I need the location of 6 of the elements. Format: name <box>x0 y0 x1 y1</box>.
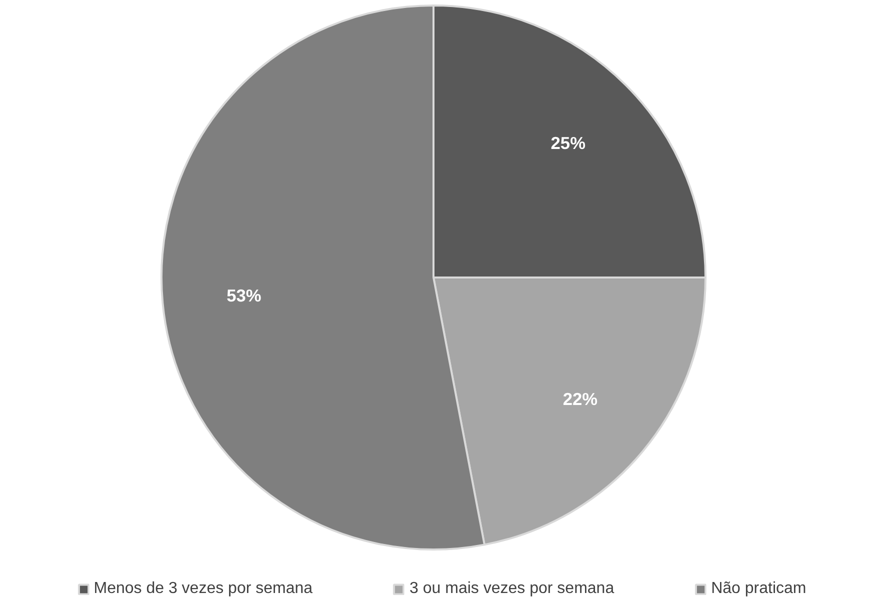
data-label: 53% <box>226 285 262 306</box>
legend-label: Menos de 3 vezes por semana <box>94 580 313 598</box>
data-label: 25% <box>550 132 586 153</box>
legend-label: Não praticam <box>711 580 806 598</box>
legend-label: 3 ou mais vezes por semana <box>410 580 614 598</box>
data-label: 22% <box>562 388 598 409</box>
